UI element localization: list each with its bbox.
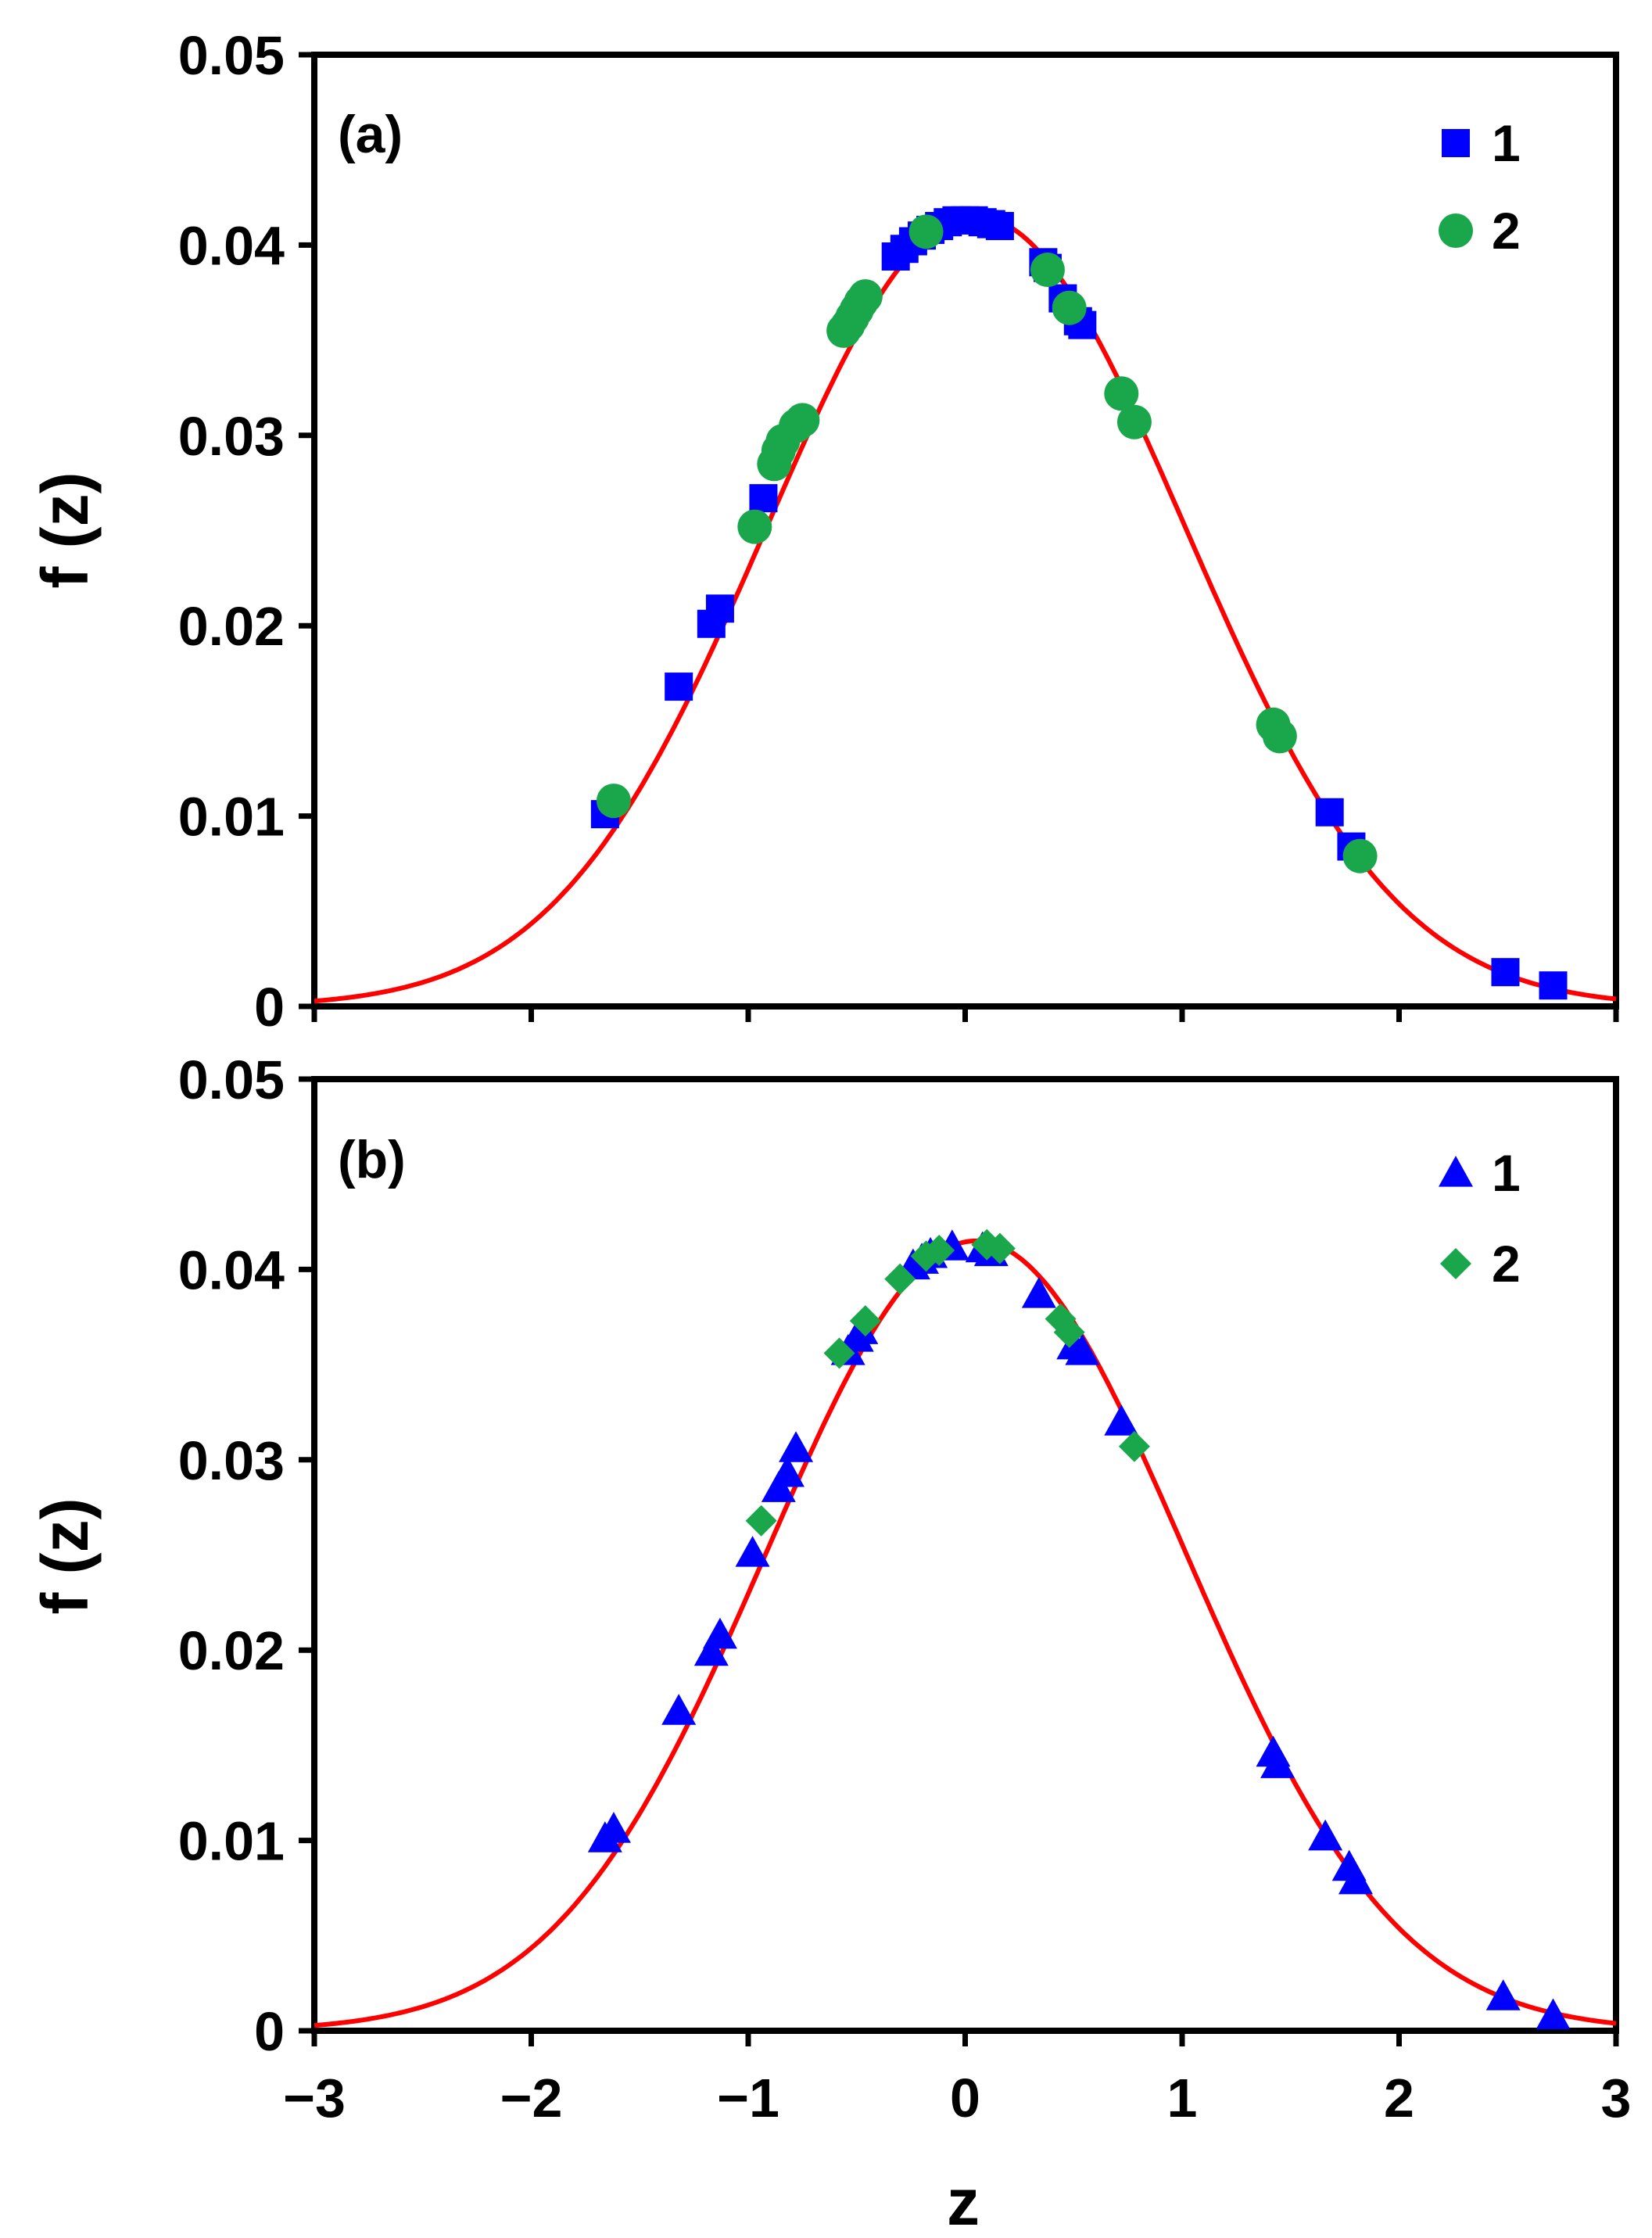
point-series-1 bbox=[1338, 1863, 1373, 1895]
point-series-2 bbox=[745, 1505, 777, 1537]
point-series-1 bbox=[1539, 971, 1568, 1000]
legend-label-series-1: 1 bbox=[1492, 114, 1521, 172]
point-series-1 bbox=[769, 1455, 804, 1487]
point-series-2 bbox=[1052, 290, 1087, 325]
point-series-2 bbox=[849, 1305, 881, 1337]
y-tick-label: 0.01 bbox=[178, 787, 285, 848]
point-series-1 bbox=[985, 212, 1014, 241]
y-tick-label: 0 bbox=[254, 977, 285, 1038]
point-series-1 bbox=[661, 1694, 697, 1725]
y-tick-label: 0.03 bbox=[178, 1430, 285, 1491]
point-series-2 bbox=[785, 403, 820, 438]
x-tick-labels: −3 −2 −1 0 1 2 3 bbox=[283, 2068, 1631, 2129]
gaussian-curve bbox=[314, 1238, 1617, 2028]
data-points bbox=[590, 206, 1568, 1000]
legend-marker bbox=[1439, 1156, 1473, 1187]
point-series-2 bbox=[1262, 719, 1297, 754]
y-tick-label: 0.05 bbox=[178, 25, 285, 86]
x-tick-label: 1 bbox=[1167, 2068, 1198, 2129]
legend: 1 2 bbox=[1439, 114, 1521, 260]
y-axis-title: f (z) bbox=[28, 472, 102, 588]
point-series-1 bbox=[1260, 1747, 1295, 1778]
point-series-2 bbox=[1053, 1316, 1085, 1348]
y-tick-labels: 0 0.01 0.02 0.03 0.04 0.05 bbox=[178, 25, 285, 1038]
point-series-1 bbox=[749, 484, 778, 513]
y-tick-label: 0.02 bbox=[178, 596, 285, 657]
point-series-1 bbox=[779, 1431, 814, 1462]
point-series-1 bbox=[735, 1536, 770, 1567]
point-series-2 bbox=[1118, 1430, 1150, 1462]
point-series-2 bbox=[984, 1232, 1016, 1264]
point-series-2 bbox=[596, 784, 631, 819]
point-series-1 bbox=[1065, 1334, 1100, 1365]
legend-label-series-2: 2 bbox=[1492, 1235, 1521, 1293]
point-series-1 bbox=[702, 1617, 737, 1649]
legend-label-series-1: 1 bbox=[1492, 1144, 1521, 1202]
x-tick-label: −1 bbox=[717, 2068, 779, 2129]
x-tick-label: 0 bbox=[950, 2068, 980, 2129]
y-tick-labels: 0 0.01 0.02 0.03 0.04 0.05 bbox=[178, 1049, 285, 2062]
legend-marker-series-2 bbox=[1440, 1248, 1471, 1279]
y-tick-label: 0.04 bbox=[178, 215, 285, 276]
point-series-2 bbox=[923, 1235, 955, 1267]
point-series-2 bbox=[823, 1337, 855, 1369]
legend-marker bbox=[1440, 1248, 1471, 1279]
y-tick-label: 0.03 bbox=[178, 406, 285, 467]
data-points bbox=[587, 1228, 1571, 2030]
point-series-1 bbox=[1485, 1979, 1521, 2010]
point-series-1 bbox=[693, 1634, 729, 1666]
y-tick-label: 0.05 bbox=[178, 1049, 285, 1110]
point-series-1 bbox=[665, 672, 693, 701]
point-series-1 bbox=[1491, 958, 1520, 987]
legend-marker-series-1 bbox=[1439, 1156, 1473, 1187]
panel-label: (b) bbox=[338, 1130, 406, 1189]
panel-b: 0 0.01 0.02 0.03 0.04 0.05 −3 −2 −1 0 1 2 3 (b) 1 2… bbox=[28, 1049, 1631, 2238]
point-series-2 bbox=[737, 509, 772, 544]
point-series-1 bbox=[1308, 1819, 1343, 1851]
plot-frame bbox=[311, 52, 1619, 1010]
x-tick-label: 2 bbox=[1384, 2068, 1414, 2129]
y-tick-label: 0.04 bbox=[178, 1239, 285, 1300]
x-tick-label: −2 bbox=[500, 2068, 563, 2129]
point-series-1 bbox=[1021, 1277, 1056, 1308]
axis-ticks bbox=[299, 1076, 1619, 2046]
y-axis-title: f (z) bbox=[28, 1497, 102, 1614]
legend: 1 2 bbox=[1439, 1144, 1521, 1293]
x-tick-label: 3 bbox=[1601, 2068, 1632, 2129]
y-tick-label: 0.01 bbox=[178, 1811, 285, 1872]
point-series-1 bbox=[705, 594, 734, 623]
x-axis-title: z bbox=[947, 2165, 980, 2238]
legend-marker-series-2 bbox=[1439, 213, 1473, 248]
point-series-2 bbox=[908, 214, 944, 249]
point-series-2 bbox=[1116, 404, 1152, 439]
x-tick-label: −3 bbox=[283, 2068, 346, 2129]
point-series-1 bbox=[1315, 798, 1344, 827]
point-series-2 bbox=[1342, 838, 1378, 873]
legend-marker bbox=[1439, 213, 1473, 248]
legend-marker bbox=[1442, 129, 1470, 157]
gaussian-curve bbox=[314, 213, 1617, 1004]
point-series-2 bbox=[848, 279, 883, 314]
y-tick-label: 0.02 bbox=[178, 1620, 285, 1681]
legend-marker-series-1 bbox=[1442, 129, 1470, 157]
panel-a: 0 0.01 0.02 0.03 0.04 0.05 (a) 1 2 f (z) bbox=[28, 25, 1619, 1038]
axis-ticks bbox=[299, 52, 1619, 1022]
plot-frame bbox=[311, 1076, 1619, 2034]
legend-label-series-2: 2 bbox=[1492, 202, 1521, 260]
point-series-1 bbox=[1104, 1404, 1139, 1436]
panel-label: (a) bbox=[338, 105, 403, 164]
point-series-2 bbox=[1030, 253, 1065, 288]
point-series-2 bbox=[884, 1263, 916, 1295]
point-series-1 bbox=[1536, 1998, 1571, 2030]
y-tick-label: 0 bbox=[254, 2001, 285, 2062]
point-series-2 bbox=[1104, 376, 1139, 411]
point-series-1 bbox=[596, 1811, 631, 1843]
